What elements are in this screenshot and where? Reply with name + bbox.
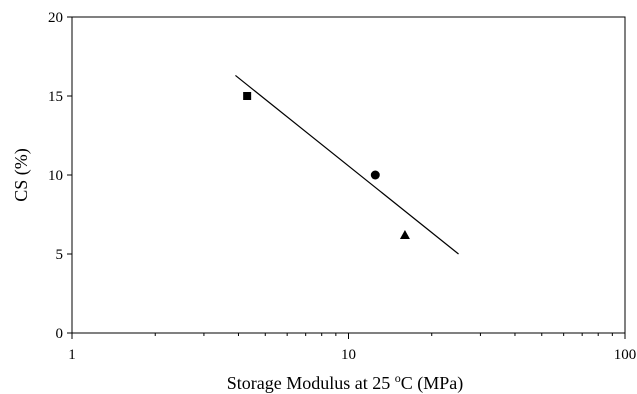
x-axis-title-unit: C (MPa) [401,373,464,394]
y-tick-label: 10 [48,168,63,184]
x-axis-title: Storage Modulus at 25 oC (MPa) [227,371,464,394]
x-axis-title-main: Storage Modulus at 25 [227,373,395,393]
data-points [243,92,410,240]
y-tick-label: 20 [48,10,63,26]
square-point [243,92,252,100]
triangle-point [399,230,410,240]
x-axis-title-degree: o [395,371,401,385]
y-tick-label: 0 [56,326,64,342]
circle-point [370,170,380,180]
y-tick-label: 5 [56,247,64,263]
trendline-group [235,74,459,255]
y-tick-label: 15 [48,89,63,105]
x-axis-ticks: 1 10 100 [68,333,636,363]
x-tick-label: 100 [614,347,637,363]
trendline [235,74,459,255]
y-axis-ticks: 0 5 10 15 20 [48,10,72,342]
y-axis-title: CS (%) [11,148,32,202]
x-tick-label: 1 [68,347,76,363]
x-tick-label: 10 [341,347,356,363]
axes [71,16,626,334]
plot-frame [71,16,626,334]
